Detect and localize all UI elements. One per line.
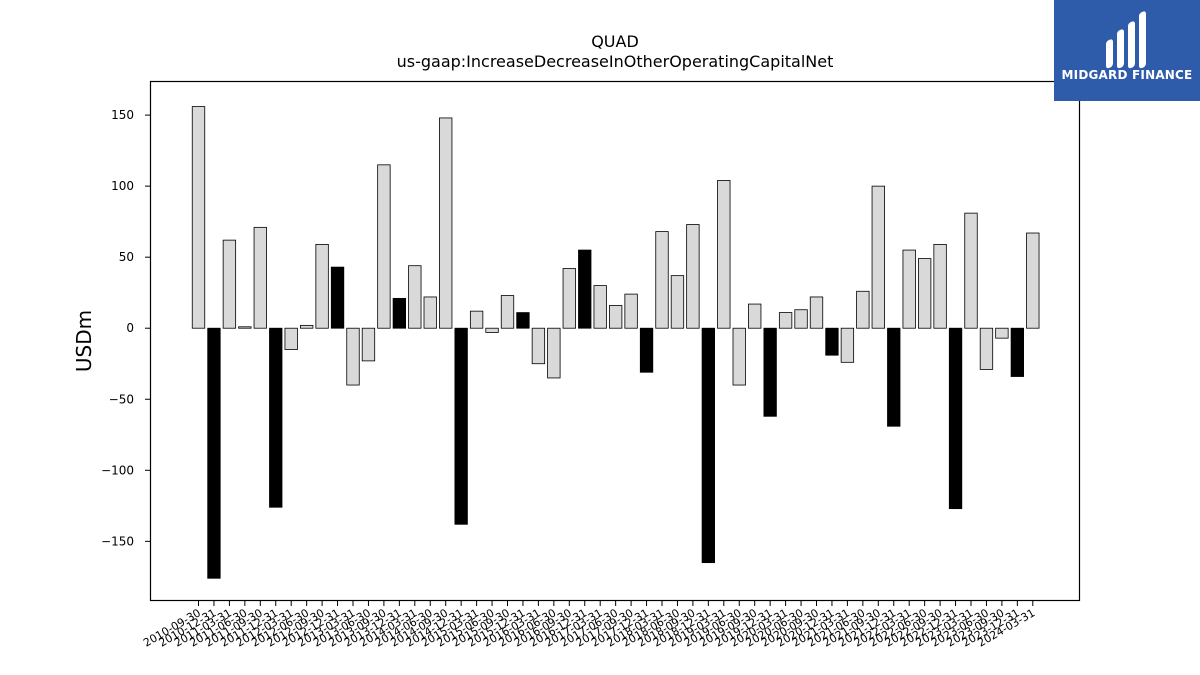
bar-2011-09-30 <box>253 226 267 329</box>
bar-2021-12-31 <box>887 327 901 427</box>
bar-2021-03-31 <box>840 327 855 363</box>
bar-2017-12-31 <box>639 327 654 373</box>
bar-2020-09-30 <box>809 296 824 329</box>
logo-mark-icon <box>1106 11 1146 69</box>
bars <box>191 106 1040 579</box>
bar-2018-06-30 <box>670 275 685 329</box>
bar-2014-12-31 <box>454 327 468 525</box>
logo-text: MIDGARD FINANCE <box>1061 68 1193 82</box>
bar-2013-03-31 <box>346 327 360 386</box>
bar-2017-09-30 <box>624 293 638 329</box>
bar-2019-12-31 <box>763 327 777 417</box>
bar-2011-03-31 <box>222 239 237 329</box>
y-tick-label: −150 <box>101 534 134 548</box>
chart-subtitle: us-gaap:IncreaseDecreaseInOtherOperating… <box>396 52 834 71</box>
bar-2016-06-30 <box>547 327 561 379</box>
y-axis: 150 100 50 0 −50 −100 −150 <box>101 108 150 548</box>
bar-2021-09-30 <box>871 185 885 329</box>
bar-2015-06-30 <box>485 327 499 333</box>
bar-2016-09-30 <box>562 268 576 329</box>
bar-2022-06-30 <box>918 258 932 329</box>
y-axis-label: USDm <box>72 309 96 373</box>
bar-2022-03-31 <box>902 249 916 329</box>
y-tick-label: 100 <box>111 179 134 193</box>
bar-2016-12-31 <box>578 249 592 329</box>
bar-2016-03-31 <box>531 327 546 365</box>
bar-2015-12-31 <box>516 312 530 329</box>
bar-2012-06-30 <box>299 324 314 329</box>
bar-2023-09-30 <box>995 327 1009 339</box>
bar-2024-03-31 <box>1026 232 1040 329</box>
bar-2018-03-31 <box>655 231 669 329</box>
bar-2014-06-30 <box>423 296 437 329</box>
bar-2019-09-30 <box>748 303 762 329</box>
bar-2011-12-31 <box>269 327 283 508</box>
bar-2014-03-31 <box>408 265 422 329</box>
y-tick-label: −100 <box>101 463 134 477</box>
bar-2019-03-31 <box>717 180 731 329</box>
bar-2015-09-30 <box>500 295 515 329</box>
bar-2010-12-31 <box>207 327 221 579</box>
bar-2010-09-30 <box>191 106 206 329</box>
bar-2021-06-30 <box>856 290 870 329</box>
midgard-finance-logo: MIDGARD FINANCE <box>1054 0 1200 101</box>
bar-2020-03-31 <box>778 312 793 329</box>
chart-title: QUAD <box>591 32 639 51</box>
bar-2015-03-31 <box>469 310 484 329</box>
bar-2022-12-31 <box>948 327 963 510</box>
bar-2023-03-31 <box>964 212 978 329</box>
bar-2020-06-30 <box>794 309 808 329</box>
bar-2020-12-31 <box>825 327 839 356</box>
bar-2012-12-31 <box>330 266 345 329</box>
bar-2012-03-31 <box>284 327 298 350</box>
x-axis: 2010-09-302010-12-312011-03-312011-06-30… <box>141 601 1037 650</box>
bar-2013-12-31 <box>392 297 407 329</box>
bar-2023-12-31 <box>1010 327 1024 377</box>
plot-frame <box>149 80 1081 602</box>
bar-2012-09-30 <box>315 243 329 329</box>
bar-2019-06-30 <box>732 327 746 386</box>
bar-2011-06-30 <box>238 326 252 329</box>
y-tick-label: −50 <box>109 392 134 406</box>
y-tick-label: 50 <box>119 250 134 264</box>
bar-2018-12-31 <box>701 327 715 564</box>
y-tick-label: 0 <box>126 321 134 335</box>
bar-2013-09-30 <box>377 164 391 329</box>
bar-2017-06-30 <box>609 305 623 329</box>
bar-2017-03-31 <box>593 285 607 329</box>
bar-2018-09-30 <box>686 224 700 329</box>
y-tick-label: 150 <box>111 108 134 122</box>
bar-2013-06-30 <box>361 327 376 362</box>
bar-2014-09-30 <box>439 117 453 329</box>
bar-2022-09-30 <box>933 243 947 329</box>
bar-2023-06-30 <box>979 327 994 370</box>
